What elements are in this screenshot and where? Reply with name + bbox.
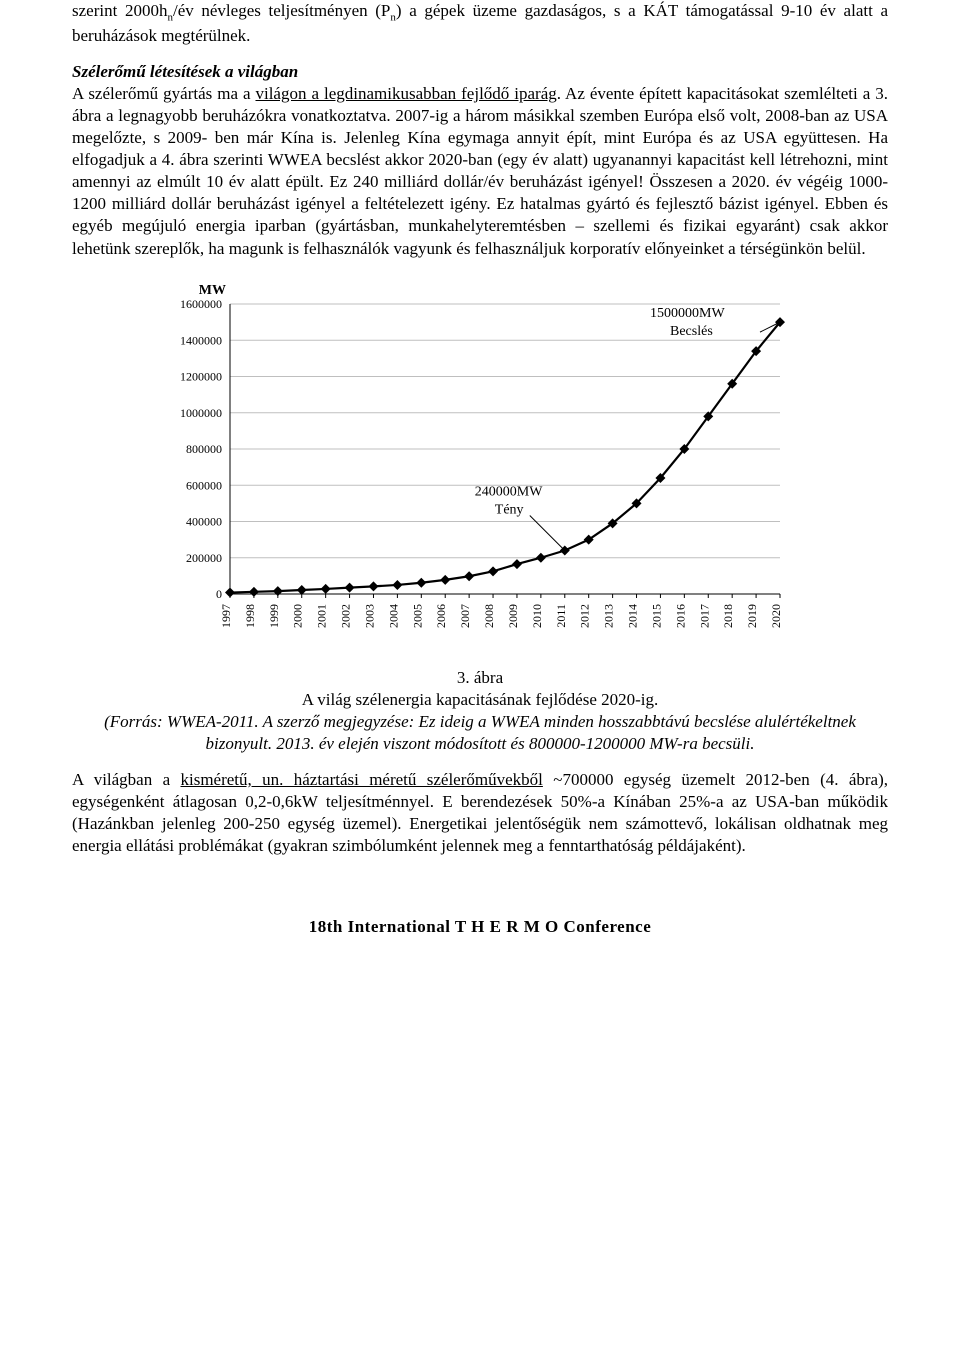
section-heading: Szélerőmű létesítések a világban (72, 61, 888, 83)
svg-text:0: 0 (216, 587, 222, 601)
svg-text:1600000: 1600000 (180, 297, 222, 311)
figure-source: (Forrás: WWEA-2011. A szerző megjegyzése… (72, 711, 888, 755)
svg-text:2000: 2000 (291, 604, 305, 628)
p1-a: szerint 2000h (72, 1, 167, 20)
figure-title: A világ szélenergia kapacitásának fejlőd… (72, 689, 888, 711)
svg-text:200000: 200000 (186, 550, 222, 564)
svg-text:1997: 1997 (219, 604, 233, 628)
svg-text:Tény: Tény (495, 502, 524, 517)
paragraph-2: A szélerőmű gyártás ma a világon a legdi… (72, 83, 888, 260)
svg-text:2008: 2008 (482, 604, 496, 628)
svg-text:2010: 2010 (530, 604, 544, 628)
svg-text:2011: 2011 (554, 604, 568, 628)
p2-a: A szélerőmű gyártás ma a (72, 84, 255, 103)
figure-number: 3. ábra (72, 667, 888, 689)
paragraph-3: A világban a kisméretű, un. háztartási m… (72, 769, 888, 857)
svg-text:800000: 800000 (186, 442, 222, 456)
svg-text:2017: 2017 (697, 604, 711, 628)
p3-underline: kisméretű, un. háztartási méretű szélerő… (180, 770, 542, 789)
svg-text:1998: 1998 (243, 604, 257, 628)
svg-text:2004: 2004 (386, 604, 400, 628)
svg-text:2007: 2007 (458, 604, 472, 628)
svg-text:2009: 2009 (506, 604, 520, 628)
page-footer: 18th International T H E R M O Conferenc… (72, 917, 888, 937)
chart-container: 0 200000 400000 600000 800000 1000000 1200000 1… (72, 274, 888, 659)
p1-b: /év névleges teljesítményen (P (173, 1, 390, 20)
svg-text:2003: 2003 (362, 604, 376, 628)
svg-text:2012: 2012 (578, 604, 592, 628)
p2-underline: világon a legdinamikusabban fejlődő ipar… (255, 84, 556, 103)
p2-b: . Az évente épített kapacitásokat szemlé… (72, 84, 888, 258)
svg-text:1500000MW: 1500000MW (650, 306, 725, 321)
wind-capacity-chart: 0 200000 400000 600000 800000 1000000 1200000 1… (150, 274, 810, 654)
svg-text:240000MW: 240000MW (475, 484, 543, 499)
svg-text:2019: 2019 (745, 604, 759, 628)
svg-text:MW: MW (199, 283, 226, 298)
svg-text:1200000: 1200000 (180, 369, 222, 383)
svg-text:2018: 2018 (721, 604, 735, 628)
paragraph-1: szerint 2000hn/év névleges teljesítménye… (72, 0, 888, 47)
svg-text:2016: 2016 (673, 604, 687, 628)
svg-text:1400000: 1400000 (180, 333, 222, 347)
svg-text:2014: 2014 (626, 604, 640, 628)
p3-a: A világban a (72, 770, 180, 789)
svg-text:2002: 2002 (339, 604, 353, 628)
svg-text:2006: 2006 (434, 604, 448, 628)
svg-text:600000: 600000 (186, 478, 222, 492)
svg-text:2015: 2015 (649, 604, 663, 628)
svg-text:400000: 400000 (186, 514, 222, 528)
svg-text:2001: 2001 (315, 604, 329, 628)
svg-text:1000000: 1000000 (180, 405, 222, 419)
svg-text:2005: 2005 (410, 604, 424, 628)
svg-text:2013: 2013 (602, 604, 616, 628)
svg-text:2020: 2020 (769, 604, 783, 628)
svg-text:Becslés: Becslés (670, 324, 713, 339)
svg-text:1999: 1999 (267, 604, 281, 628)
